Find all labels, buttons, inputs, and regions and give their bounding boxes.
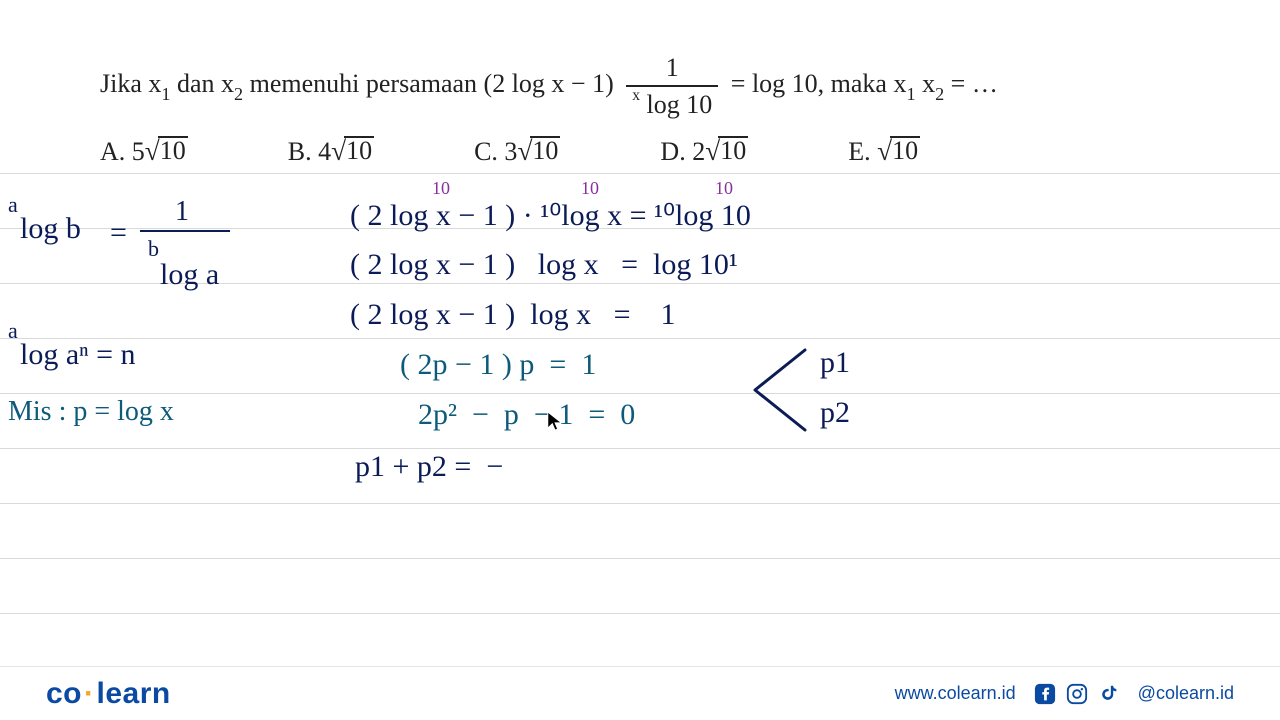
choice-e: E. √10 — [848, 136, 920, 167]
problem-rhs: = log 10, maka x1 x2 = … — [731, 69, 998, 98]
hand-rule2-a-sup: a — [8, 318, 18, 344]
hand-rule-a-sup: a — [8, 192, 18, 218]
hand-line2: ( 2 log x − 1 ) log x = log 10¹ — [350, 248, 738, 282]
ruled-line — [0, 503, 1280, 504]
hand-rule2: log aⁿ = n — [20, 338, 136, 372]
choice-c: C. 3√10 — [474, 136, 560, 167]
problem-text: Jika x1 dan x2 memenuhi persamaan (2 log… — [100, 69, 620, 98]
cursor-icon — [546, 410, 564, 432]
hand-rule-b-sup: b — [148, 236, 159, 262]
hand-purple-10-2: 10 — [581, 178, 599, 199]
hand-purple-10-1: 10 — [432, 178, 450, 199]
hand-rule-num1: 1 — [175, 196, 189, 228]
choice-b: B. 4√10 — [288, 136, 374, 167]
footer: co·learn www.colearn.id @colearn.id — [0, 666, 1280, 720]
facebook-icon — [1034, 683, 1056, 705]
ruled-line — [0, 173, 1280, 174]
hand-purple-10-3: 10 — [715, 178, 733, 199]
hand-line6: p1 + p2 = − — [355, 450, 503, 484]
answer-choices: A. 5√10 B. 4√10 C. 3√10 D. 2√10 E. √10 — [100, 136, 1180, 167]
ruled-line — [0, 338, 1280, 339]
tiktok-icon — [1098, 683, 1120, 705]
page-canvas: Jika x1 dan x2 memenuhi persamaan (2 log… — [0, 0, 1280, 720]
footer-url: www.colearn.id — [895, 683, 1016, 704]
hand-branch-p2: p2 — [820, 396, 850, 430]
ruled-line — [0, 393, 1280, 394]
instagram-icon — [1066, 683, 1088, 705]
branch-bracket-icon — [745, 340, 815, 440]
hand-mis: Mis : p = log x — [8, 396, 174, 428]
brand-logo: co·learn — [46, 677, 171, 711]
problem-line: Jika x1 dan x2 memenuhi persamaan (2 log… — [100, 52, 1180, 120]
footer-right: www.colearn.id @colearn.id — [895, 683, 1234, 705]
hand-branch-p1: p1 — [820, 346, 850, 380]
footer-handle: @colearn.id — [1138, 683, 1234, 704]
social-icons — [1034, 683, 1120, 705]
choice-a: A. 5√10 — [100, 136, 188, 167]
problem-fraction: 1 x log 10 — [626, 52, 718, 120]
hand-rule-logb: log b — [20, 212, 81, 246]
choice-d: D. 2√10 — [660, 136, 748, 167]
hand-rule-eq: = — [110, 216, 127, 250]
ruled-line — [0, 448, 1280, 449]
hand-line4: ( 2p − 1 ) p = 1 — [400, 348, 596, 382]
ruled-line — [0, 558, 1280, 559]
hand-line3: ( 2 log x − 1 ) log x = 1 — [350, 298, 676, 332]
ruled-line — [0, 613, 1280, 614]
hand-line5: 2p² − p − 1 = 0 — [418, 398, 635, 432]
hand-rule-fracbar — [140, 230, 230, 232]
hand-rule-loga: log a — [160, 258, 219, 292]
hand-line1: ( 2 log x − 1 ) · ¹⁰log x = ¹⁰log 10 — [350, 198, 751, 233]
